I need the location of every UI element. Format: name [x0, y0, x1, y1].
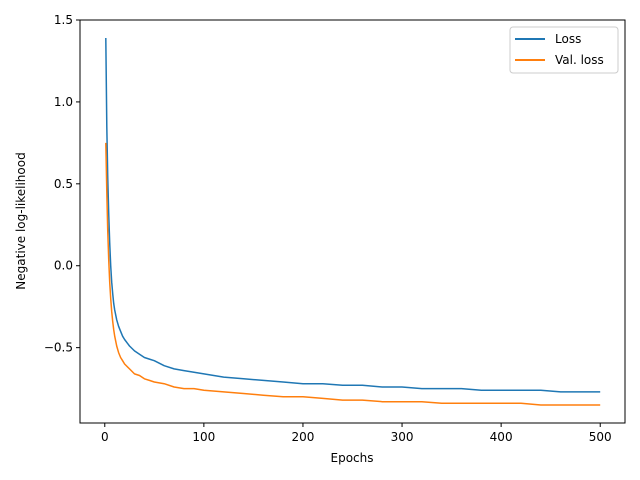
x-tick-label: 200 — [292, 430, 315, 444]
x-tick-label: 0 — [101, 430, 109, 444]
x-tick-label: 100 — [192, 430, 215, 444]
legend-label-loss: Loss — [555, 32, 581, 46]
y-tick-label: 0.0 — [54, 259, 73, 273]
legend-label-val-loss: Val. loss — [555, 53, 604, 67]
y-axis-label: Negative log-likelihood — [14, 152, 28, 289]
legend: Loss Val. loss — [509, 26, 619, 74]
series-line-loss — [105, 37, 601, 393]
ticks-layer: 0 100 200 300 400 500 −0.5 0.0 0.5 1.0 1.5 — [44, 13, 612, 444]
y-tick-label: 1.0 — [54, 95, 73, 109]
y-tick-label: 1.5 — [54, 13, 73, 27]
series-line-val-loss — [105, 142, 601, 406]
y-tick-label: 0.5 — [54, 177, 73, 191]
x-tick-label: 500 — [589, 430, 612, 444]
x-axis-label: Epochs — [331, 451, 374, 465]
x-tick-label: 400 — [490, 430, 513, 444]
plot-frame — [79, 19, 626, 424]
y-tick-label: −0.5 — [44, 341, 73, 355]
x-tick-label: 300 — [391, 430, 414, 444]
series-layer — [105, 37, 601, 406]
